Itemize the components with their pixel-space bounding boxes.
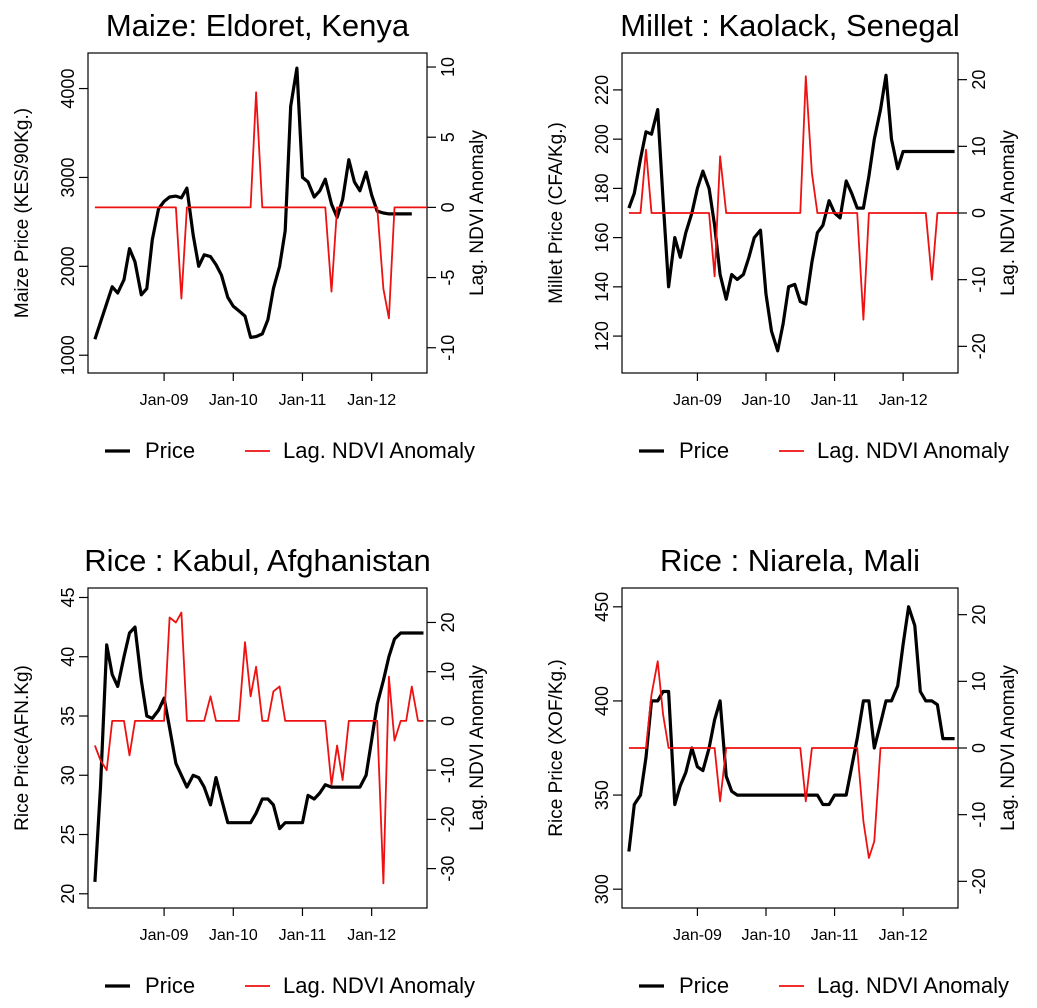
x-tick-label: Jan-11 (811, 392, 859, 409)
x-tick-label: Jan-09 (140, 927, 189, 944)
price-line (627, 73, 955, 353)
y2-tick-label: -20 (438, 806, 458, 832)
y-tick-label: 450 (592, 592, 612, 622)
y2-axis-label: Lag. NDVI Anomaly (467, 665, 488, 831)
y2-tick-label: -10 (969, 267, 989, 293)
y-tick-label: 30 (58, 765, 78, 785)
y2-axis-label: Lag. NDVI Anomaly (467, 130, 488, 296)
price-line (93, 625, 424, 882)
chart-millet-kaolack: Millet : Kaolack, Senegal120140160180200… (546, 8, 1019, 463)
y2-tick-label: 20 (969, 70, 989, 90)
ndvi-anomaly-line (94, 91, 427, 320)
y-tick-label: 2000 (58, 246, 78, 286)
plot-frame (87, 587, 428, 909)
x-tick-label: Jan-12 (347, 392, 396, 409)
chart-title: Rice : Niarela, Mali (660, 543, 920, 578)
y2-tick-label: -10 (969, 802, 989, 828)
x-tick-label: Jan-10 (742, 927, 791, 944)
legend-label-price: Price (145, 973, 195, 998)
chart-rice-kabul: Rice : Kabul, Afghanistan 20 25 30 35 40 45 Ric… (12, 543, 488, 998)
chart-maize-eldoret: Maize: Eldoret, Kenya 1000 2000 3000 4000 Mai… (12, 8, 488, 463)
y-tick-label: 300 (592, 874, 612, 904)
y-tick-label: 35 (58, 706, 78, 726)
y-tick-label: 20 (58, 884, 78, 904)
y-axis-label: Rice Price (XOF/Kg.) (546, 659, 567, 836)
y2-tick-label: 10 (438, 662, 458, 682)
y2-tick-label: 10 (438, 57, 458, 77)
price-line (627, 605, 955, 852)
y-tick-label: 220 (592, 75, 612, 105)
x-tick-label: Jan-12 (347, 927, 396, 944)
y2-axis-label: Lag. NDVI Anomaly (998, 665, 1019, 831)
y2-tick-label: 20 (969, 605, 989, 625)
y2-tick-label: 10 (969, 136, 989, 156)
y-axis-label: Maize Price (KES/90Kg.) (12, 108, 33, 318)
y2-axis-label: Lag. NDVI Anomaly (998, 130, 1019, 296)
y2-tick-label: -5 (438, 270, 458, 286)
chart-rice-niarela: Rice : Niarela, Mali 300 350 400 450 Rice Pri… (546, 543, 1019, 998)
x-tick-label: Jan-10 (742, 392, 791, 409)
chart-title: Maize: Eldoret, Kenya (106, 8, 410, 43)
x-tick-label: Jan-09 (140, 392, 189, 409)
y-axis-label: Millet Price (CFA/Kg.) (546, 122, 567, 304)
legend-label-ndvi: Lag. NDVI Anomaly (283, 973, 475, 998)
y2-tick-label: -30 (438, 856, 458, 882)
y2-tick-label: 0 (969, 208, 989, 218)
x-tick-label: Jan-09 (673, 392, 722, 409)
ndvi-anomaly-line (628, 660, 958, 859)
y-tick-label: 200 (592, 124, 612, 154)
legend-label-price: Price (679, 438, 729, 463)
x-tick-label: Jan-12 (879, 927, 928, 944)
chart-title: Rice : Kabul, Afghanistan (84, 543, 430, 578)
y2-tick-label: 0 (438, 202, 458, 212)
legend-label-ndvi: Lag. NDVI Anomaly (817, 973, 1009, 998)
ndvi-anomaly-line (628, 75, 958, 321)
y-tick-label: 3000 (58, 157, 78, 197)
ndvi-anomaly-line (94, 611, 424, 885)
x-tick-label: Jan-11 (811, 927, 859, 944)
y-tick-label: 25 (58, 825, 78, 845)
y2-tick-label: -10 (438, 335, 458, 361)
y2-tick-label: -10 (438, 757, 458, 783)
plot-frame (87, 52, 428, 374)
y2-tick-label: 5 (438, 132, 458, 142)
y2-tick-label: 20 (438, 612, 458, 632)
y-tick-label: 160 (592, 223, 612, 253)
y-tick-label: 45 (58, 587, 78, 607)
x-tick-label: Jan-12 (879, 392, 928, 409)
x-tick-label: Jan-11 (279, 392, 327, 409)
y2-tick-label: -20 (969, 333, 989, 359)
y-tick-label: 4000 (58, 69, 78, 109)
y-tick-label: 400 (592, 686, 612, 716)
legend-label-price: Price (145, 438, 195, 463)
y2-tick-label: 0 (969, 743, 989, 753)
y-tick-label: 1000 (58, 335, 78, 375)
y-axis-label: Rice Price(AFN.Kg) (12, 665, 33, 831)
y-tick-label: 350 (592, 780, 612, 810)
x-tick-label: Jan-09 (673, 927, 722, 944)
y-tick-label: 120 (592, 321, 612, 351)
x-tick-label: Jan-10 (209, 392, 258, 409)
x-tick-label: Jan-10 (209, 927, 258, 944)
x-tick-label: Jan-11 (279, 927, 327, 944)
chart-title: Millet : Kaolack, Senegal (620, 8, 959, 43)
legend-label-ndvi: Lag. NDVI Anomaly (283, 438, 475, 463)
y-tick-label: 180 (592, 173, 612, 203)
y2-tick-label: 0 (438, 716, 458, 726)
legend-label-price: Price (679, 973, 729, 998)
legend-label-ndvi: Lag. NDVI Anomaly (817, 438, 1009, 463)
y-tick-label: 140 (592, 272, 612, 302)
y2-tick-label: 10 (969, 671, 989, 691)
price-line (93, 66, 412, 340)
y-tick-label: 40 (58, 647, 78, 667)
y2-tick-label: -20 (969, 868, 989, 894)
